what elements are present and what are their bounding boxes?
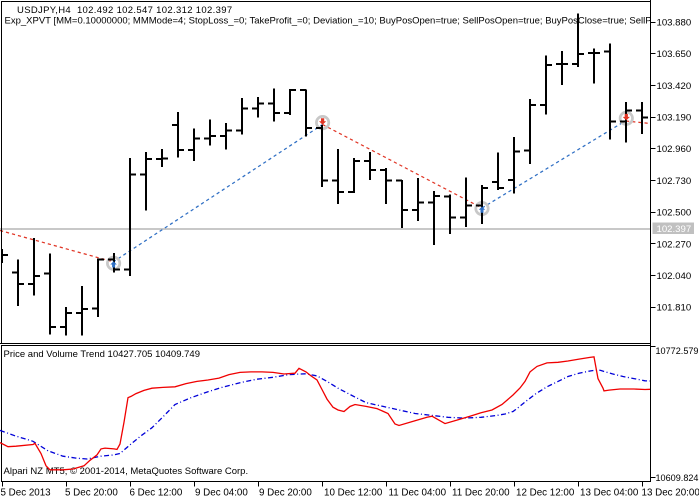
- svg-text:103.190: 103.190: [657, 113, 692, 124]
- svg-text:10772.579: 10772.579: [656, 346, 699, 356]
- svg-text:9 Dec 20:00: 9 Dec 20:00: [259, 488, 312, 499]
- svg-text:Alpari NZ MT5, © 2001-2014, Me: Alpari NZ MT5, © 2001-2014, MetaQuotes S…: [4, 466, 249, 477]
- svg-text:11 Dec 04:00: 11 Dec 04:00: [389, 488, 447, 499]
- svg-text:12 Dec 12:00: 12 Dec 12:00: [516, 488, 575, 499]
- svg-text:Exp_XPVT [MM=0.10000000; MMMod: Exp_XPVT [MM=0.10000000; MMMode=4; StopL…: [5, 16, 699, 27]
- svg-text:102.730: 102.730: [657, 176, 692, 187]
- svg-text:9 Dec 04:00: 9 Dec 04:00: [195, 488, 248, 499]
- svg-text:10 Dec 12:00: 10 Dec 12:00: [324, 488, 383, 499]
- svg-text:101.810: 101.810: [657, 303, 692, 314]
- svg-text:102.270: 102.270: [657, 239, 692, 250]
- svg-text:Price and Volume Trend 10427.7: Price and Volume Trend 10427.705 10409.7…: [4, 349, 201, 360]
- svg-text:102.960: 102.960: [657, 144, 692, 155]
- svg-text:5 Dec 20:00: 5 Dec 20:00: [65, 488, 118, 499]
- svg-text:10609.824: 10609.824: [656, 473, 699, 483]
- svg-text:103.650: 103.650: [657, 49, 692, 60]
- svg-text:102.397: 102.397: [657, 224, 692, 235]
- svg-text:102.040: 102.040: [657, 271, 692, 282]
- svg-text:102.500: 102.500: [657, 208, 692, 219]
- svg-text:13 Dec 20:00: 13 Dec 20:00: [642, 488, 699, 499]
- svg-text:103.420: 103.420: [657, 81, 692, 92]
- svg-text:103.880: 103.880: [657, 17, 692, 28]
- svg-text:5 Dec 2013: 5 Dec 2013: [1, 488, 52, 499]
- svg-text:6 Dec 12:00: 6 Dec 12:00: [130, 488, 183, 499]
- svg-text:11 Dec 20:00: 11 Dec 20:00: [452, 488, 510, 499]
- svg-text:USDJPY,H4 102.492 102.547 102: USDJPY,H4 102.492 102.547 102.312 102.39…: [17, 5, 232, 16]
- svg-text:13 Dec 04:00: 13 Dec 04:00: [580, 488, 639, 499]
